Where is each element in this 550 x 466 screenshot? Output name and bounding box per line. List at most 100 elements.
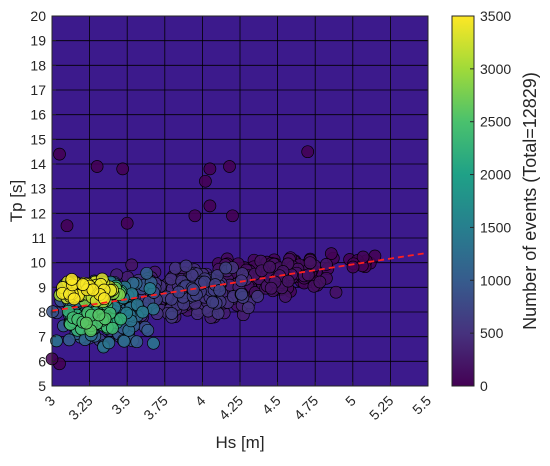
data-point: [67, 292, 81, 306]
y-tick-label: 10: [30, 255, 46, 271]
data-point: [53, 147, 66, 161]
data-point: [191, 307, 204, 320]
data-point: [165, 307, 179, 320]
data-point: [79, 316, 93, 330]
data-point: [65, 273, 79, 286]
data-point: [143, 282, 157, 295]
data-point: [281, 274, 295, 288]
data-point: [147, 336, 160, 350]
y-tick-label: 17: [30, 82, 46, 98]
data-point: [114, 312, 128, 326]
x-tick-label: 4.75: [291, 392, 322, 423]
y-tick-label: 14: [30, 156, 46, 172]
y-tick-label: 6: [38, 353, 46, 369]
data-point: [199, 174, 212, 188]
data-point: [301, 268, 315, 282]
data-point: [329, 285, 343, 299]
data-point: [125, 258, 139, 272]
colorbar-label: Number of events (Total=12829): [520, 72, 540, 330]
trend-line: [51, 251, 429, 312]
colorbar-tick-label: 3500: [480, 8, 511, 24]
trend-line-group: [51, 251, 429, 312]
data-point: [264, 281, 278, 295]
y-tick-label: 16: [30, 107, 46, 123]
data-point: [203, 162, 217, 176]
data-point: [206, 295, 219, 309]
data-point: [136, 305, 150, 319]
colorbar-tick-label: 3000: [480, 61, 511, 77]
y-tick-label: 13: [30, 181, 46, 197]
colorbar-tick-label: 2500: [480, 114, 511, 130]
y-tick-label: 18: [30, 57, 46, 73]
y-tick-label: 7: [38, 329, 46, 345]
data-point: [92, 308, 106, 322]
colorbar-tick-label: 1000: [480, 272, 511, 288]
data-point: [140, 266, 154, 280]
colorbar-tick-label: 2000: [480, 167, 511, 183]
data-point: [169, 261, 182, 275]
data-point: [185, 268, 199, 282]
data-points: [45, 145, 382, 371]
data-point: [303, 256, 317, 270]
data-point: [223, 160, 236, 173]
data-point: [346, 260, 360, 274]
colorbar-tick-label: 500: [480, 325, 504, 341]
y-axis-label: Tp [s]: [7, 180, 26, 223]
data-point: [219, 261, 233, 275]
x-tick-label: 5: [342, 392, 359, 409]
data-point: [117, 334, 131, 348]
y-axis-ticks: 5 6 7 8 9 10 11 12 13 14 15 16 17 18 19 20: [30, 8, 56, 394]
data-point: [90, 160, 104, 173]
y-tick-label: 5: [38, 378, 46, 394]
data-point: [188, 209, 202, 223]
data-point: [62, 333, 76, 347]
data-point: [198, 275, 211, 289]
data-point: [235, 287, 248, 301]
data-point: [116, 162, 130, 176]
data-point: [60, 219, 74, 233]
x-tick-label: 3.75: [140, 392, 171, 423]
data-point: [203, 199, 217, 213]
data-point: [263, 260, 276, 274]
data-point: [313, 275, 327, 289]
data-point: [50, 334, 63, 348]
data-point: [106, 321, 119, 335]
data-point: [179, 259, 193, 273]
y-tick-label: 19: [30, 33, 46, 49]
colorbar-ticks: 0 500 1000 1500 2000 2500 3000 3500: [470, 8, 511, 394]
data-point: [102, 336, 116, 350]
data-point: [356, 250, 370, 264]
y-tick-label: 15: [30, 131, 46, 147]
data-point: [241, 301, 255, 315]
colorbar: [451, 15, 475, 387]
data-point: [213, 284, 227, 297]
data-point: [301, 145, 315, 159]
y-tick-label: 20: [30, 8, 46, 24]
y-tick-label: 11: [31, 230, 46, 246]
y-tick-label: 12: [30, 205, 46, 221]
y-tick-label: 8: [38, 304, 46, 320]
x-tick-label: 4.25: [216, 392, 247, 423]
data-point: [76, 278, 90, 291]
x-tick-label: 3.5: [108, 392, 133, 417]
x-tick-label: 5.5: [409, 392, 434, 417]
data-point: [86, 283, 100, 297]
data-point: [141, 323, 155, 337]
x-tick-label: 3: [41, 392, 58, 409]
colorbar-tick-label: 1500: [480, 219, 511, 235]
data-point: [97, 292, 111, 306]
colorbar-tick-label: 0: [480, 378, 488, 394]
data-point: [130, 335, 144, 349]
x-axis-ticks: 3 3.25 3.5 3.75 4 4.25 4.5 4.75 5 5.25 5.5: [41, 382, 434, 423]
x-tick-label: 4.5: [259, 392, 284, 417]
x-tick-label: 5.25: [366, 392, 397, 423]
x-tick-label: 4: [192, 392, 209, 409]
data-point: [226, 209, 239, 223]
data-point: [120, 216, 134, 230]
data-point: [324, 247, 338, 260]
x-axis-label: Hs [m]: [215, 433, 264, 452]
data-point: [164, 272, 178, 286]
data-point: [251, 290, 264, 303]
